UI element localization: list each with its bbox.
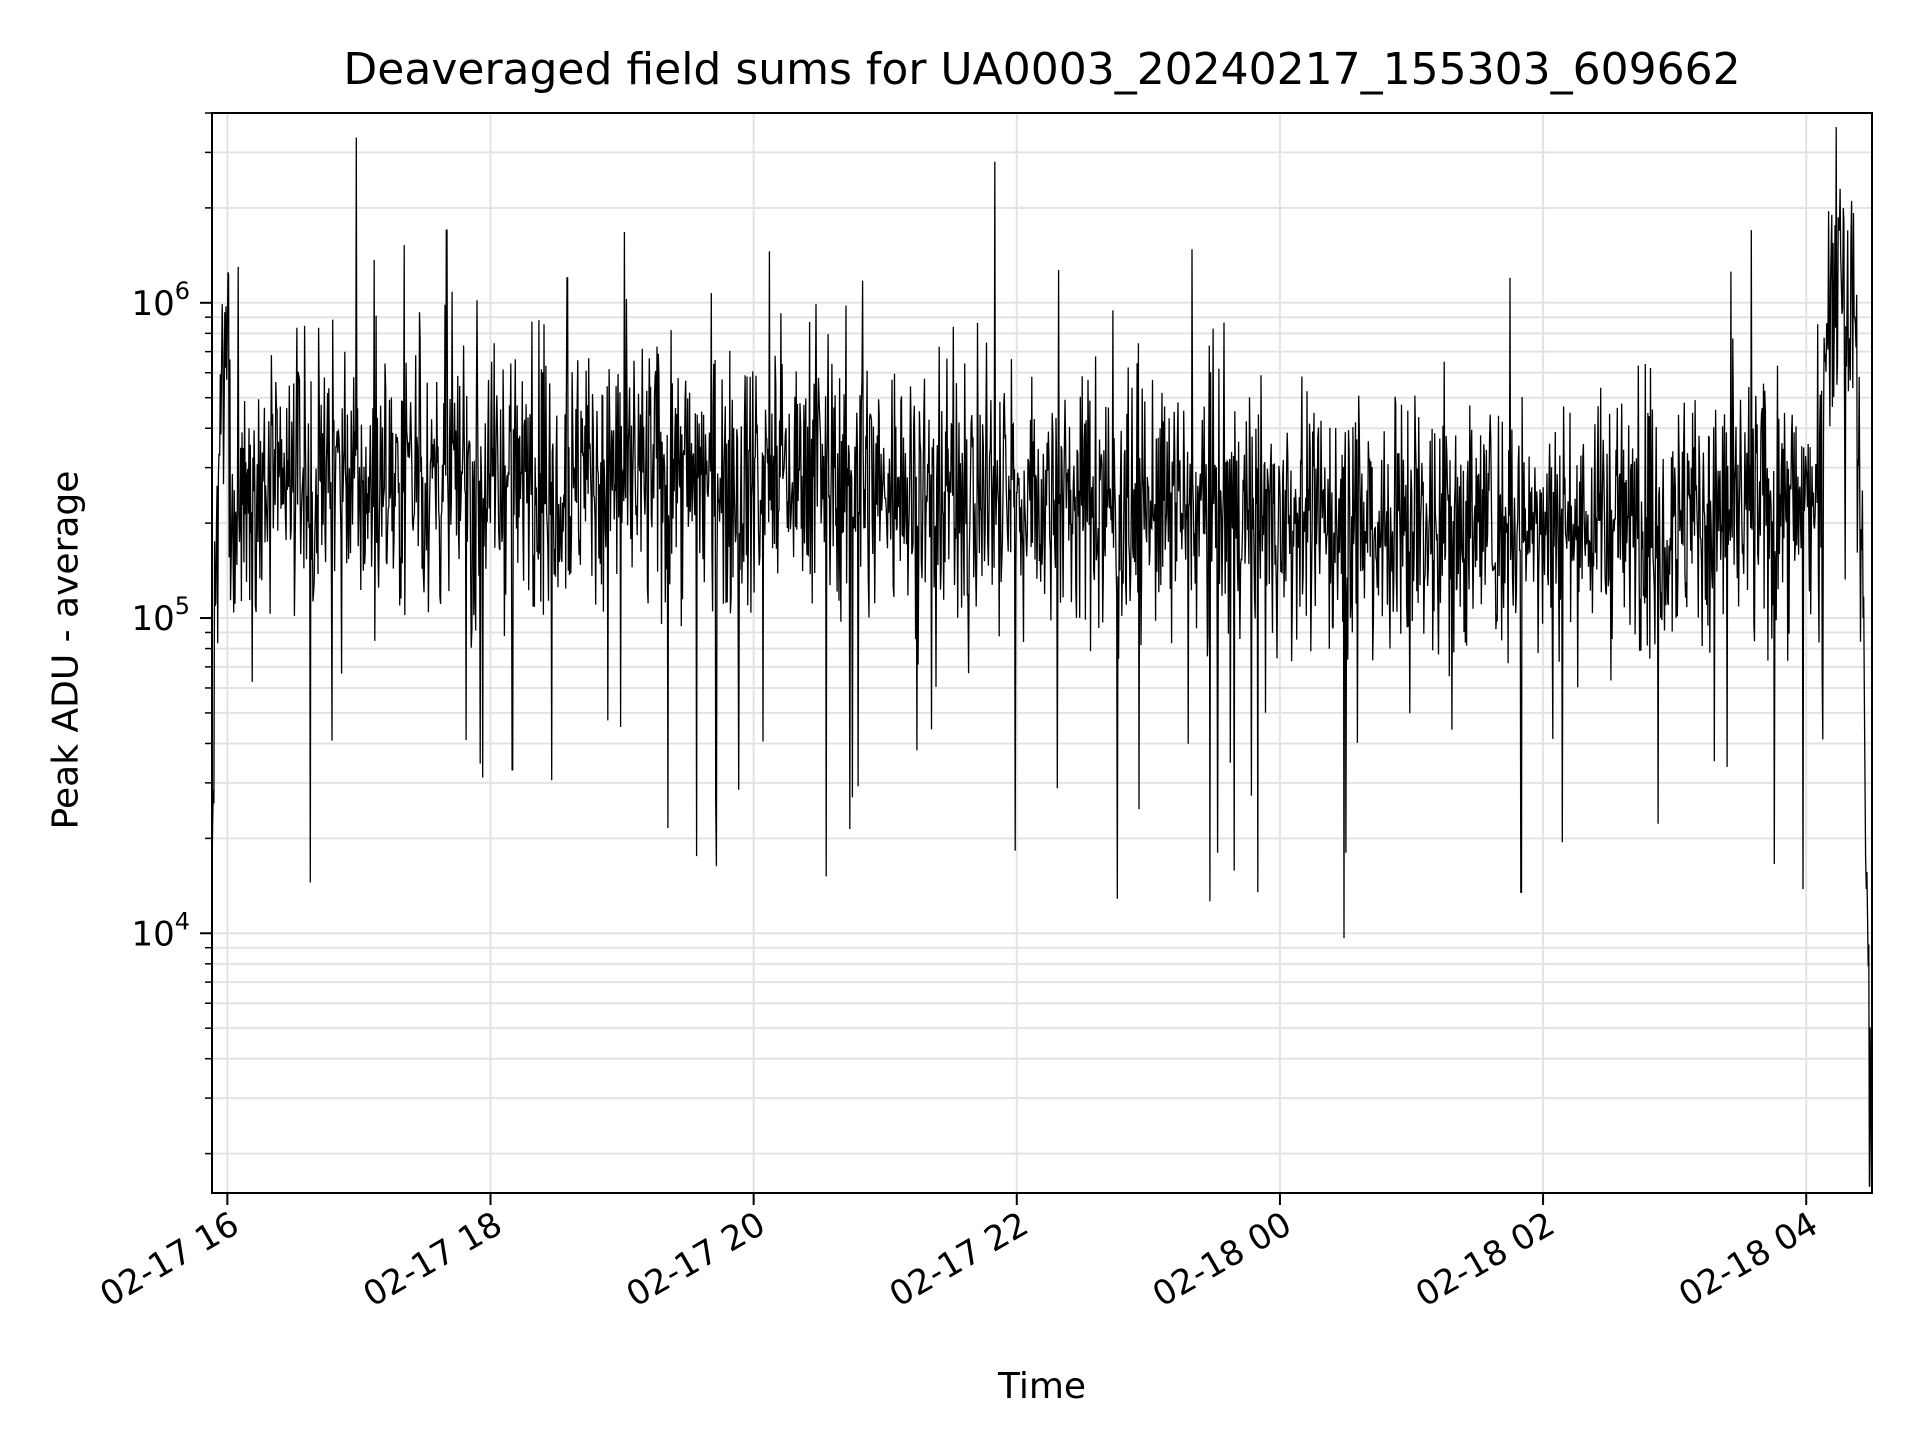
series-line (211, 127, 1873, 1187)
y-tick-label: 104 (131, 907, 190, 954)
x-tick-label: 02-18 04 (1672, 1204, 1824, 1315)
axes-frame (211, 112, 1873, 1194)
grid-lines (212, 112, 1872, 1193)
y-tick-label: 105 (131, 592, 190, 639)
x-tick-label: 02-17 22 (883, 1204, 1035, 1315)
x-tick-label: 02-18 02 (1409, 1204, 1561, 1315)
y-tick-label: 106 (131, 277, 190, 324)
data-series (211, 127, 1873, 1187)
x-tick-label: 02-18 00 (1146, 1204, 1298, 1315)
axis-ticks: 02-17 16 02-17 18 02-17 20 02-17 22 02-18 00… (93, 112, 1825, 1315)
chart-title: Deaveraged field sums for UA0003_2024021… (343, 44, 1741, 95)
x-axis-label: Time (997, 1366, 1087, 1407)
x-tick-label: 02-17 20 (620, 1204, 772, 1315)
x-tick-label: 02-17 16 (93, 1204, 245, 1315)
x-tick-label: 02-17 18 (357, 1204, 509, 1315)
